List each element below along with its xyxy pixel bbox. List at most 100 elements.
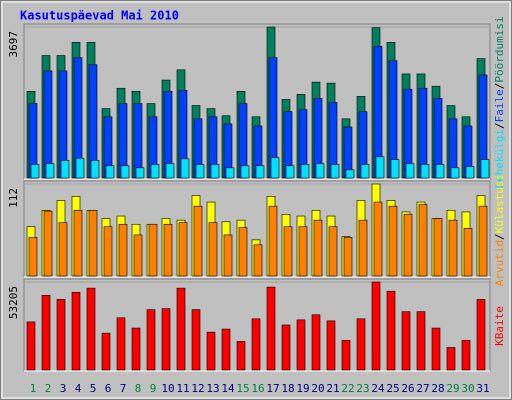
bar	[43, 210, 53, 277]
bar	[356, 318, 366, 371]
bar	[448, 219, 458, 277]
bar	[313, 219, 323, 277]
x-tick-label: 5	[90, 382, 97, 395]
x-tick-label: 7	[120, 382, 127, 395]
bar	[403, 214, 413, 277]
bar	[463, 228, 473, 277]
x-tick-label: 21	[326, 382, 339, 395]
x-tick-label: 13	[206, 382, 219, 395]
bar	[388, 205, 398, 277]
bar	[371, 281, 381, 371]
x-tick-label: 24	[371, 382, 385, 395]
bar	[450, 167, 460, 179]
bar	[161, 308, 171, 371]
bar	[56, 299, 66, 371]
bar	[103, 226, 113, 277]
x-tick-label: 30	[461, 382, 474, 395]
bar	[236, 341, 246, 371]
y-tick-label: 112	[7, 188, 20, 208]
legend-entry: Lehekülgi	[493, 129, 506, 189]
bar	[343, 237, 353, 277]
chart-title: Kasutuspäevad Mai 2010	[20, 9, 179, 23]
bar	[26, 321, 36, 371]
legend: KBaite	[493, 306, 506, 346]
x-tick-label: 8	[135, 382, 142, 395]
bar	[270, 157, 280, 179]
bar	[206, 331, 216, 371]
bar	[146, 309, 156, 371]
bar	[178, 222, 188, 277]
x-tick-label: 12	[191, 382, 204, 395]
x-tick-label: 3	[60, 382, 67, 395]
legend-entry: KBaite	[493, 306, 506, 346]
bar	[281, 324, 291, 371]
x-tick-label: 11	[176, 382, 189, 395]
bar	[165, 163, 175, 179]
bar	[420, 164, 430, 179]
bar	[195, 164, 205, 179]
bar	[71, 291, 81, 371]
bar	[191, 309, 201, 371]
bar	[180, 158, 190, 179]
legend-entry: Pöördumisi	[493, 16, 506, 82]
bar	[176, 287, 186, 371]
bar	[476, 299, 486, 371]
x-tick-label: 16	[251, 382, 264, 395]
bar	[28, 237, 38, 277]
bar	[41, 295, 51, 371]
bar	[58, 222, 68, 277]
bar	[105, 165, 115, 179]
bar	[148, 223, 158, 277]
bar	[345, 169, 355, 179]
bar	[86, 287, 96, 371]
y-tick-label: 3697	[7, 31, 20, 58]
bar	[328, 226, 338, 277]
bar	[315, 163, 325, 179]
bar	[225, 167, 235, 179]
bar	[45, 163, 55, 179]
bar	[135, 167, 145, 179]
bar	[433, 218, 443, 277]
bar	[435, 164, 445, 179]
legend: Lehekülgi/Faile/Pöördumisi	[493, 16, 506, 188]
bar	[221, 328, 231, 371]
bar	[418, 204, 428, 277]
bar	[358, 219, 368, 277]
x-tick-label: 22	[341, 382, 354, 395]
bar	[116, 317, 126, 371]
bar	[311, 314, 321, 371]
bar	[238, 227, 248, 277]
x-tick-label: 19	[296, 382, 309, 395]
bar	[268, 205, 278, 277]
legend-separator: /	[493, 233, 506, 240]
bar	[360, 164, 370, 179]
bar	[255, 165, 265, 179]
bar	[296, 319, 306, 371]
legend: Arvutid/Külastusi	[493, 174, 506, 287]
bar	[330, 164, 340, 179]
x-tick-label: 4	[75, 382, 82, 395]
bar	[90, 160, 100, 179]
bar	[446, 347, 456, 371]
x-tick-label: 6	[105, 382, 112, 395]
bar	[386, 290, 396, 371]
bar	[401, 311, 411, 371]
bar	[390, 159, 400, 179]
bar	[150, 164, 160, 179]
bar	[478, 205, 488, 277]
x-tick-label: 9	[150, 382, 157, 395]
bar	[240, 165, 250, 179]
bar	[300, 164, 310, 179]
legend-separator: /	[493, 122, 506, 129]
bar	[133, 103, 143, 179]
x-tick-label: 29	[446, 382, 459, 395]
bar	[253, 244, 263, 277]
x-tick-label: 23	[356, 382, 369, 395]
x-tick-label: 10	[161, 382, 174, 395]
bar	[223, 234, 233, 277]
bar	[283, 226, 293, 277]
bar	[416, 311, 426, 371]
bar	[120, 165, 130, 179]
